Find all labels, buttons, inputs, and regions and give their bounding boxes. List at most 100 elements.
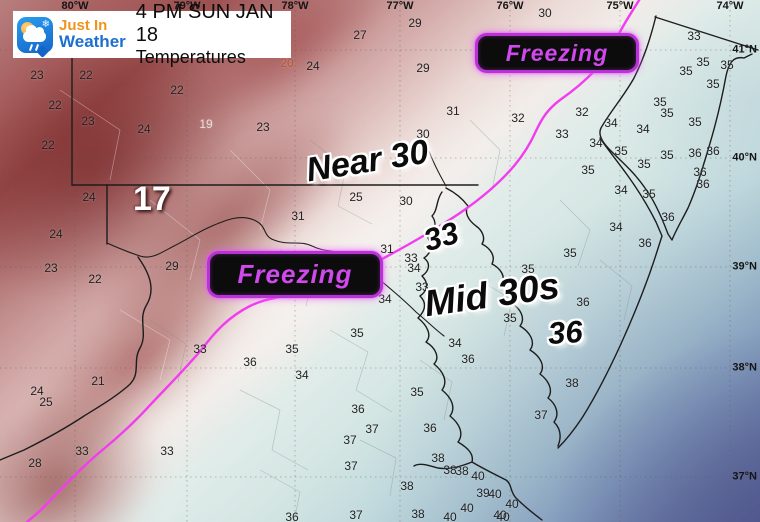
temp-label: 37 [534, 408, 548, 422]
susquehanna-river [427, 147, 447, 187]
temp-label: 23 [44, 261, 58, 275]
temp-label: 35 [614, 144, 628, 158]
temp-label: 24 [30, 384, 44, 398]
temp-label: 34 [609, 220, 623, 234]
temp-label: 40 [471, 469, 485, 483]
latitude-label: 37°N [732, 470, 757, 483]
temp-label: 36 [693, 165, 707, 179]
temp-label: 35 [521, 262, 535, 276]
temp-label: 39 [476, 486, 490, 500]
temp-label: 22 [170, 83, 184, 97]
temp-label: 22 [41, 138, 55, 152]
latitude-label: 40°N [732, 151, 757, 164]
temp-label: 38 [443, 463, 457, 477]
temp-label: 35 [679, 64, 693, 78]
temp-label: 40 [505, 497, 519, 511]
longitude-label: 74°W [716, 0, 744, 12]
temp-label: 24 [49, 227, 63, 241]
temp-label: 24 [137, 122, 151, 136]
temp-label: 25 [349, 190, 363, 204]
temp-label: 32 [575, 105, 589, 119]
temp-label: 28 [28, 456, 42, 470]
temp-label: 36 [661, 210, 675, 224]
annotation-temp-17: 17 [133, 180, 171, 218]
temp-label: 37 [365, 422, 379, 436]
temp-label: 40 [496, 510, 510, 522]
temp-label: 36 [688, 146, 702, 160]
temp-label: 33 [555, 127, 569, 141]
temp-label: 30 [399, 194, 413, 208]
temp-label: 36 [706, 144, 720, 158]
longitude-label: 77°W [386, 0, 414, 12]
temp-label: 19 [199, 117, 213, 131]
rivers [106, 147, 447, 337]
rain-icon [28, 43, 34, 51]
temp-label: 34 [589, 136, 603, 150]
temp-label: 34 [407, 261, 421, 275]
temp-label: 37 [343, 433, 357, 447]
temp-label: 38 [455, 464, 469, 478]
temp-label: 35 [410, 385, 424, 399]
temp-label: 38 [411, 507, 425, 521]
temp-label: 38 [431, 451, 445, 465]
temp-label: 34 [614, 183, 628, 197]
temp-label: 20 [280, 56, 294, 70]
temp-label: 34 [604, 116, 618, 130]
temp-label: 34 [448, 336, 462, 350]
brand-logo: ❄ Just In Weather [17, 16, 126, 53]
temp-label: 36 [423, 421, 437, 435]
temp-label: 31 [380, 242, 394, 256]
county-lines [149, 119, 633, 522]
temp-label: 35 [642, 187, 656, 201]
longitude-label: 80°W [61, 0, 89, 12]
temp-label: 35 [688, 115, 702, 129]
temp-label: 31 [291, 209, 305, 223]
temp-label: 35 [637, 157, 651, 171]
freezing-badge-top: Freezing [475, 33, 639, 73]
freezing-badge-mid: Freezing [207, 251, 383, 298]
temp-label: 35 [285, 342, 299, 356]
map-title-subject: Temperatures [135, 47, 246, 68]
temp-label: 32 [511, 111, 525, 125]
brand-name-line1: Just In [59, 17, 108, 35]
temp-label: 33 [404, 251, 418, 265]
temp-label: 22 [48, 98, 62, 112]
temp-label: 35 [653, 95, 667, 109]
longitude-label: 79°W [173, 0, 201, 12]
chesapeake-west-shore [417, 191, 474, 463]
temp-label: 38 [565, 376, 579, 390]
temp-label: 38 [400, 479, 414, 493]
brand-name-line2: Weather [59, 32, 126, 52]
temp-label: 33 [160, 444, 174, 458]
temp-label: 37 [344, 459, 358, 473]
potomac-river [106, 217, 445, 337]
temp-label: 35 [720, 58, 734, 72]
temp-label: 40 [460, 501, 474, 515]
temp-label: 35 [581, 163, 595, 177]
temp-label: 21 [91, 374, 105, 388]
snowflake-icon: ❄ [41, 18, 50, 30]
temp-label: 35 [696, 55, 710, 69]
county-lines-highland [59, 89, 271, 381]
temp-label: 35 [350, 326, 364, 340]
chesapeake-east-shore [445, 187, 561, 447]
brand-name: Just In Weather [59, 18, 126, 51]
temp-label: 23 [256, 120, 270, 134]
temp-label: 34 [378, 292, 392, 306]
temp-label: 22 [79, 68, 93, 82]
temp-label: 35 [563, 246, 577, 260]
longitude-label: 75°W [606, 0, 634, 12]
coastline [413, 15, 753, 521]
header-card: ❄ Just In Weather 4 PM SUN JAN 18 Temper… [13, 1, 291, 67]
delmarva-atlantic-coast [557, 137, 663, 449]
temp-label: 27 [353, 28, 367, 42]
wv-va-border [0, 256, 152, 461]
temp-label: 34 [295, 368, 309, 382]
temp-label: 29 [416, 61, 430, 75]
temp-label: 36 [243, 355, 257, 369]
weather-app-icon: ❄ [17, 16, 53, 53]
temp-label: 24 [306, 59, 320, 73]
